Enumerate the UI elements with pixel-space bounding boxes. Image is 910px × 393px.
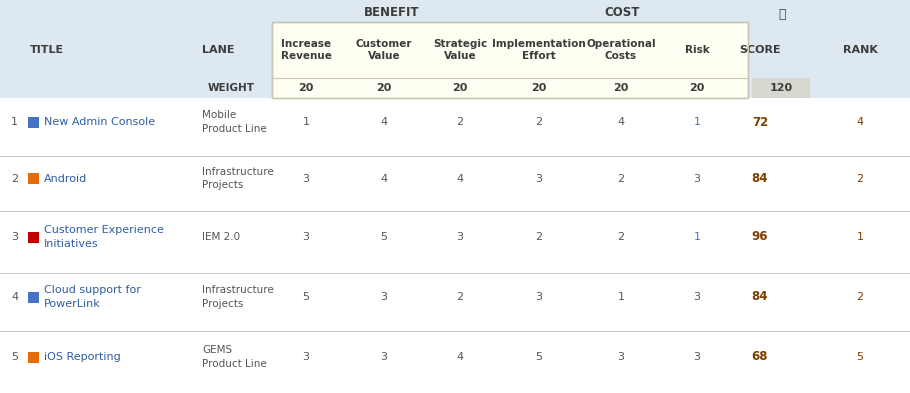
- Bar: [28, 231, 39, 242]
- Text: 1: 1: [693, 117, 701, 127]
- Text: IEM 2.0: IEM 2.0: [202, 232, 240, 242]
- Bar: [272, 22, 748, 98]
- Text: 20: 20: [531, 83, 547, 93]
- Text: 3: 3: [693, 292, 701, 302]
- Text: 2: 2: [535, 232, 542, 242]
- Text: Infrastructure
Projects: Infrastructure Projects: [202, 285, 274, 309]
- Text: 3: 3: [457, 232, 463, 242]
- Text: 1: 1: [856, 232, 864, 242]
- Text: 3: 3: [693, 173, 701, 184]
- Bar: [0, 98, 910, 156]
- Text: RANK: RANK: [843, 45, 877, 55]
- Bar: [28, 292, 39, 303]
- Text: Mobile
Product Line: Mobile Product Line: [202, 110, 267, 134]
- Text: 2: 2: [457, 292, 463, 302]
- Text: 1: 1: [302, 117, 309, 127]
- Text: 68: 68: [752, 351, 768, 364]
- Text: 4: 4: [380, 173, 388, 184]
- Text: 1: 1: [618, 292, 624, 302]
- Text: Implementation
Effort: Implementation Effort: [492, 39, 586, 61]
- Text: 2: 2: [856, 173, 864, 184]
- Text: 84: 84: [752, 172, 768, 185]
- Text: 2: 2: [618, 232, 624, 242]
- Text: Android: Android: [44, 173, 87, 184]
- Bar: [28, 351, 39, 362]
- Text: 20: 20: [298, 83, 314, 93]
- Text: 1: 1: [693, 232, 701, 242]
- Text: Cloud support for
PowerLink: Cloud support for PowerLink: [44, 285, 141, 309]
- Text: 5: 5: [380, 232, 388, 242]
- Text: Customer Experience
Initiatives: Customer Experience Initiatives: [44, 226, 164, 249]
- Text: 5: 5: [535, 352, 542, 362]
- Text: ⓔ: ⓔ: [778, 7, 785, 20]
- Bar: [0, 156, 910, 211]
- Text: SCORE: SCORE: [739, 45, 781, 55]
- Text: 20: 20: [452, 83, 468, 93]
- Text: GEMS
Product Line: GEMS Product Line: [202, 345, 267, 369]
- Text: 1: 1: [11, 117, 18, 127]
- Text: 120: 120: [770, 83, 793, 93]
- Text: 3: 3: [302, 352, 309, 362]
- Text: 4: 4: [380, 117, 388, 127]
- Text: Customer
Value: Customer Value: [356, 39, 412, 61]
- Text: Increase
Revenue: Increase Revenue: [280, 39, 331, 61]
- Text: WEIGHT: WEIGHT: [208, 83, 255, 93]
- Text: 4: 4: [457, 352, 463, 362]
- Text: 20: 20: [689, 83, 704, 93]
- Text: 20: 20: [377, 83, 391, 93]
- Text: 3: 3: [693, 352, 701, 362]
- Text: LANE: LANE: [202, 45, 235, 55]
- Text: 4: 4: [11, 292, 18, 302]
- Text: 2: 2: [457, 117, 463, 127]
- Text: 5: 5: [856, 352, 864, 362]
- Text: 5: 5: [302, 292, 309, 302]
- Text: Infrastructure
Projects: Infrastructure Projects: [202, 167, 274, 190]
- Text: 5: 5: [11, 352, 18, 362]
- Text: 3: 3: [11, 232, 18, 242]
- Text: iOS Reporting: iOS Reporting: [44, 352, 121, 362]
- Text: 4: 4: [618, 117, 624, 127]
- Text: TITLE: TITLE: [30, 45, 64, 55]
- Text: 4: 4: [457, 173, 463, 184]
- Text: New Admin Console: New Admin Console: [44, 117, 155, 127]
- Text: 3: 3: [380, 352, 388, 362]
- Bar: [28, 173, 39, 184]
- Text: Operational
Costs: Operational Costs: [586, 39, 656, 61]
- Bar: [752, 78, 810, 98]
- Text: 2: 2: [535, 117, 542, 127]
- Text: 72: 72: [752, 116, 768, 129]
- Bar: [28, 116, 39, 127]
- Text: Risk: Risk: [684, 45, 710, 55]
- Text: 3: 3: [302, 173, 309, 184]
- Text: 96: 96: [752, 231, 768, 244]
- Text: 3: 3: [618, 352, 624, 362]
- Text: COST: COST: [605, 6, 641, 18]
- Text: 3: 3: [535, 292, 542, 302]
- Text: 3: 3: [535, 173, 542, 184]
- Text: 3: 3: [380, 292, 388, 302]
- Text: 2: 2: [618, 173, 624, 184]
- Bar: [0, 331, 910, 393]
- Text: 4: 4: [856, 117, 864, 127]
- Text: Strategic
Value: Strategic Value: [433, 39, 487, 61]
- Text: 2: 2: [11, 173, 18, 184]
- Bar: [0, 211, 910, 273]
- Bar: [272, 22, 748, 98]
- Bar: [0, 273, 910, 331]
- Text: 2: 2: [856, 292, 864, 302]
- Text: BENEFIT: BENEFIT: [364, 6, 420, 18]
- Text: 84: 84: [752, 290, 768, 303]
- Text: 3: 3: [302, 232, 309, 242]
- Text: 20: 20: [613, 83, 629, 93]
